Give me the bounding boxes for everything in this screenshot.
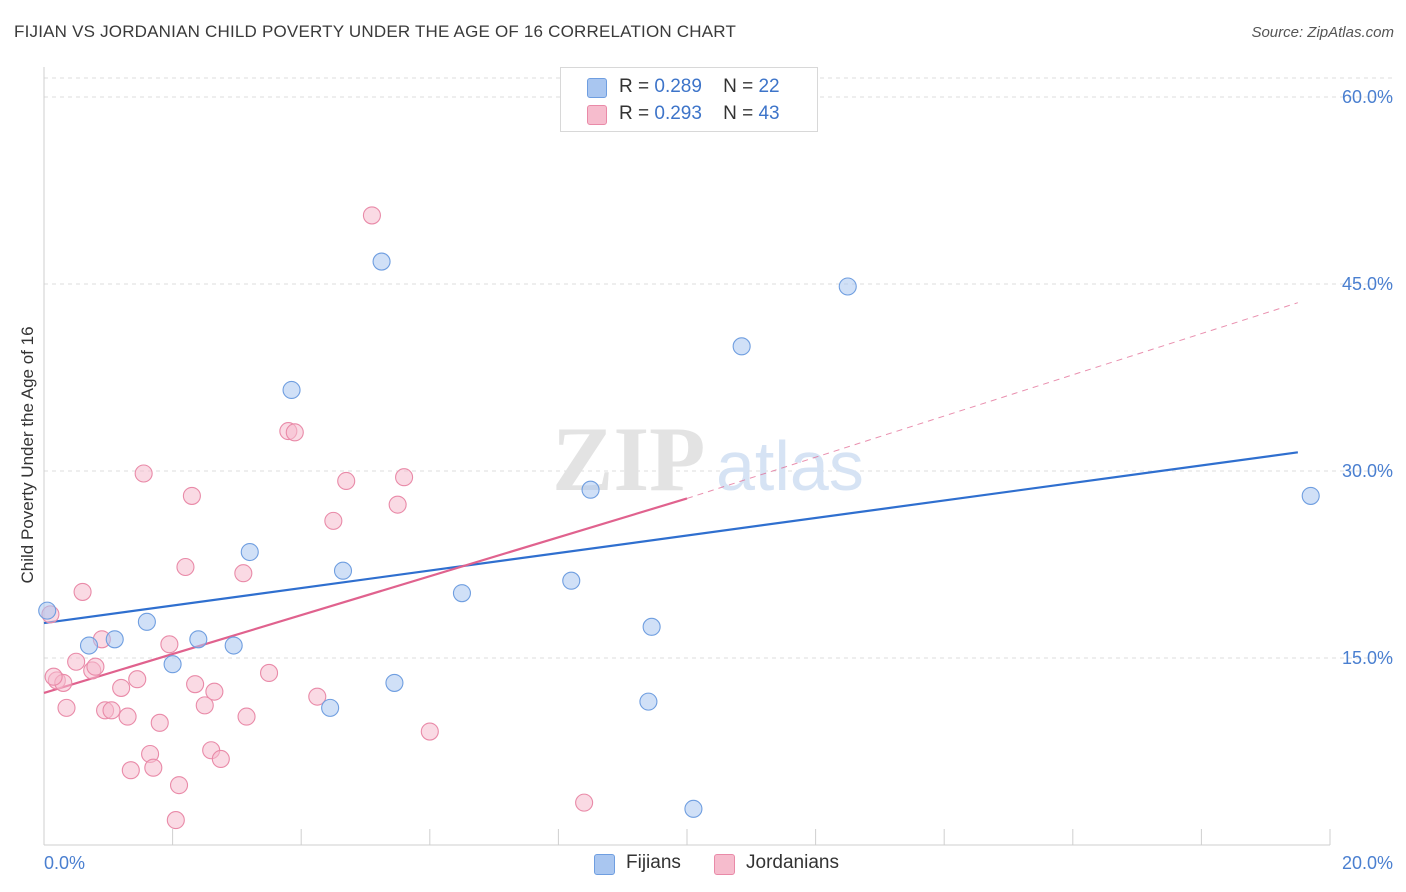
- data-point-jordanians: [259, 663, 279, 683]
- y-tick-label: 60.0%: [1342, 87, 1393, 107]
- data-point-fijians: [562, 571, 581, 590]
- data-point-fijians: [105, 630, 124, 649]
- data-point-jordanians: [160, 635, 179, 654]
- data-point-jordanians: [395, 468, 414, 487]
- y-tick-label: 15.0%: [1342, 648, 1393, 668]
- data-point-fijians: [224, 636, 243, 655]
- data-point-jordanians: [324, 511, 343, 530]
- data-point-jordanians: [128, 670, 147, 689]
- data-point-jordanians: [337, 471, 356, 491]
- data-point-fijians: [639, 692, 658, 711]
- data-point-jordanians: [182, 486, 201, 505]
- source-label: Source: ZipAtlas.com: [1251, 24, 1394, 41]
- data-point-fijians: [684, 799, 703, 818]
- x-tick-label: 0.0%: [44, 853, 85, 873]
- data-point-fijians: [642, 617, 661, 636]
- data-point-jordanians: [144, 758, 163, 777]
- legend-n-value-fijians: 22: [758, 76, 780, 97]
- data-point-jordanians: [73, 582, 92, 601]
- legend-r-value-fijians: 0.289: [654, 76, 702, 97]
- x-tick-label: 20.0%: [1342, 853, 1393, 873]
- tick-labels: 15.0% 30.0% 45.0% 60.0% 0.0% 20.0%: [44, 87, 1393, 873]
- data-point-fijians: [1301, 486, 1320, 505]
- data-point-fijians: [732, 337, 751, 356]
- data-point-fijians: [282, 380, 301, 400]
- data-point-jordanians: [169, 776, 189, 795]
- axes: [43, 67, 1331, 846]
- chart-title: FIJIAN VS JORDANIAN CHILD POVERTY UNDER …: [14, 22, 737, 41]
- watermark: ZIP atlas: [552, 408, 864, 510]
- watermark-atlas: atlas: [716, 427, 864, 505]
- data-point-jordanians: [176, 557, 195, 577]
- data-point-fijians: [333, 561, 353, 580]
- data-point-fijians: [240, 542, 259, 562]
- data-point-jordanians: [102, 701, 121, 720]
- bottom-legend-swatch-fijians: [594, 854, 615, 875]
- legend-n-label: N =: [723, 76, 754, 97]
- correlation-legend: R = 0.289 N = 22 R = 0.293 N = 43: [560, 67, 818, 132]
- legend-r-value-jordanians: 0.293: [654, 103, 702, 124]
- data-points: [38, 206, 1320, 830]
- data-point-fijians: [321, 698, 340, 717]
- data-point-jordanians: [121, 761, 140, 780]
- data-point-jordanians: [285, 423, 304, 442]
- data-point-fijians: [163, 655, 182, 674]
- data-point-jordanians: [205, 682, 224, 701]
- bottom-legend-label-jordanians: Jordanians: [746, 852, 839, 873]
- legend-swatch-jordanians: [587, 105, 607, 125]
- data-point-jordanians: [237, 707, 256, 726]
- legend-r-label: R =: [619, 103, 650, 124]
- legend-n-value-jordanians: 43: [758, 103, 780, 124]
- data-point-jordanians: [211, 749, 230, 769]
- y-tick-label: 45.0%: [1342, 274, 1393, 294]
- data-point-jordanians: [420, 722, 439, 741]
- data-point-fijians: [38, 601, 57, 620]
- data-point-jordanians: [112, 678, 131, 697]
- bottom-legend-label-fijians: Fijians: [626, 852, 681, 873]
- data-point-jordanians: [186, 675, 205, 694]
- legend-r-label: R =: [619, 76, 650, 97]
- data-point-fijians: [372, 252, 391, 271]
- data-point-jordanians: [134, 464, 153, 483]
- y-tick-label: 30.0%: [1342, 461, 1393, 481]
- trend-line-fijians: [43, 451, 1298, 625]
- data-point-jordanians: [362, 206, 381, 225]
- legend-swatch-fijians: [587, 78, 607, 98]
- data-point-fijians: [385, 673, 404, 692]
- data-point-jordanians: [118, 707, 137, 726]
- data-point-jordanians: [195, 696, 214, 715]
- data-point-fijians: [581, 480, 600, 499]
- data-point-jordanians: [234, 564, 253, 583]
- data-point-fijians: [838, 277, 857, 296]
- data-point-jordanians: [57, 698, 76, 717]
- data-point-jordanians: [67, 652, 86, 671]
- data-point-jordanians: [308, 687, 327, 706]
- watermark-zip: ZIP: [552, 408, 705, 510]
- bottom-legend-swatch-jordanians: [714, 854, 735, 875]
- data-point-jordanians: [86, 657, 105, 676]
- trend-extension-jordanians: [686, 302, 1299, 499]
- data-point-jordanians: [44, 667, 63, 686]
- y-axis-label: Child Poverty Under the Age of 16: [18, 326, 37, 583]
- data-point-fijians: [79, 636, 99, 655]
- data-point-fijians: [137, 612, 156, 631]
- trend-lines: [43, 302, 1299, 694]
- data-point-jordanians: [150, 713, 169, 732]
- data-point-fijians: [189, 630, 208, 649]
- data-point-jordanians: [166, 811, 185, 830]
- data-point-jordanians: [388, 495, 407, 514]
- data-point-jordanians: [575, 793, 594, 812]
- data-point-fijians: [452, 584, 472, 603]
- legend-n-label: N =: [723, 103, 754, 124]
- trend-line-jordanians: [43, 497, 688, 694]
